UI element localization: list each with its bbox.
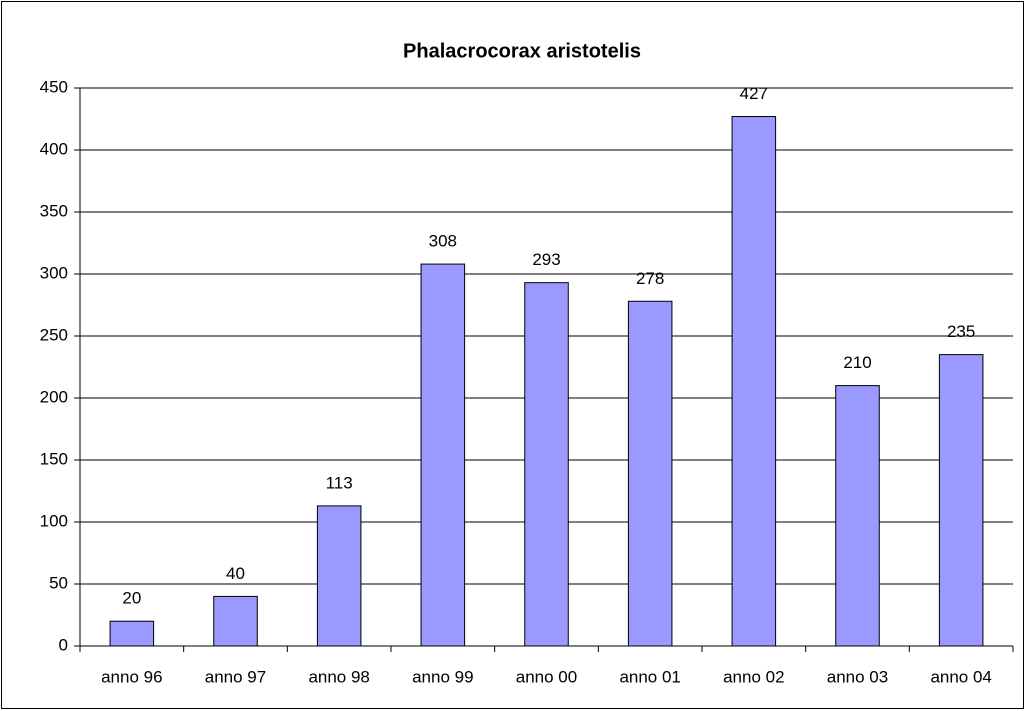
y-tick-label: 150 bbox=[40, 449, 68, 468]
data-label: 278 bbox=[636, 269, 664, 288]
y-tick-label: 200 bbox=[40, 387, 68, 406]
y-tick-label: 50 bbox=[49, 573, 68, 592]
x-tick-label: anno 01 bbox=[619, 667, 680, 686]
x-tick-label: anno 97 bbox=[205, 667, 266, 686]
bar bbox=[420, 263, 466, 647]
y-tick-label: 400 bbox=[40, 139, 68, 158]
bar bbox=[316, 505, 362, 647]
y-tick-label: 250 bbox=[40, 325, 68, 344]
y-tick-label: 350 bbox=[40, 201, 68, 220]
bar bbox=[731, 116, 777, 647]
y-tick-label: 300 bbox=[40, 263, 68, 282]
x-tick-label: anno 04 bbox=[930, 667, 991, 686]
x-tick-label: anno 99 bbox=[412, 667, 473, 686]
y-tick-label: 100 bbox=[40, 511, 68, 530]
y-tick-label: 0 bbox=[59, 635, 68, 654]
x-tick-label: anno 96 bbox=[101, 667, 162, 686]
bar bbox=[938, 354, 984, 647]
x-tick-label: anno 00 bbox=[516, 667, 577, 686]
bar bbox=[627, 300, 673, 647]
data-label: 308 bbox=[429, 232, 457, 251]
data-label: 40 bbox=[226, 564, 245, 583]
data-label: 293 bbox=[532, 250, 560, 269]
x-tick-label: anno 03 bbox=[827, 667, 888, 686]
bar bbox=[835, 385, 880, 647]
data-label: 427 bbox=[740, 84, 768, 103]
x-tick-label: anno 98 bbox=[308, 667, 369, 686]
bar bbox=[524, 282, 569, 647]
data-label: 235 bbox=[947, 322, 975, 341]
chart-title: Phalacrocorax aristotelis bbox=[403, 40, 641, 62]
data-label: 113 bbox=[326, 473, 353, 492]
x-tick-label: anno 02 bbox=[723, 667, 784, 686]
y-tick-label: 450 bbox=[40, 77, 68, 96]
bar bbox=[213, 595, 258, 647]
data-label: 210 bbox=[843, 353, 871, 372]
bar bbox=[109, 620, 155, 647]
data-label: 20 bbox=[122, 589, 141, 608]
